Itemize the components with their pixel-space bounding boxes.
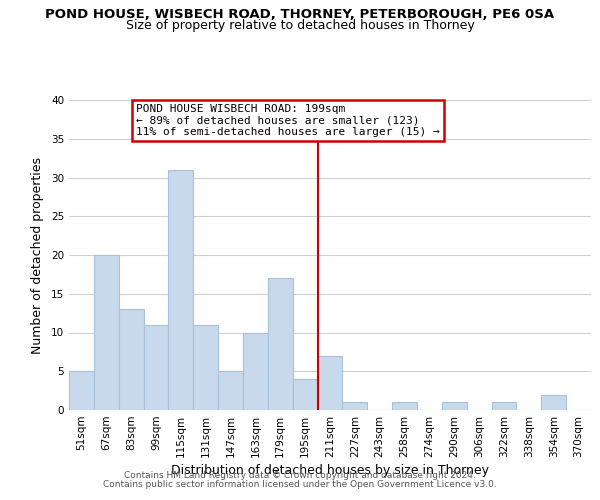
Bar: [317, 356, 343, 410]
Bar: [293, 379, 317, 410]
Bar: [541, 394, 566, 410]
Bar: [69, 371, 94, 410]
Bar: [243, 332, 268, 410]
Text: Contains public sector information licensed under the Open Government Licence v3: Contains public sector information licen…: [103, 480, 497, 489]
Text: POND HOUSE, WISBECH ROAD, THORNEY, PETERBOROUGH, PE6 0SA: POND HOUSE, WISBECH ROAD, THORNEY, PETER…: [46, 8, 554, 20]
Bar: [94, 255, 119, 410]
Bar: [442, 402, 467, 410]
Text: Contains HM Land Registry data © Crown copyright and database right 2024.: Contains HM Land Registry data © Crown c…: [124, 471, 476, 480]
Bar: [268, 278, 293, 410]
Bar: [169, 170, 193, 410]
Text: Size of property relative to detached houses in Thorney: Size of property relative to detached ho…: [125, 19, 475, 32]
Bar: [143, 325, 169, 410]
Bar: [193, 325, 218, 410]
Bar: [218, 371, 243, 410]
X-axis label: Distribution of detached houses by size in Thorney: Distribution of detached houses by size …: [171, 464, 489, 477]
Bar: [392, 402, 417, 410]
Y-axis label: Number of detached properties: Number of detached properties: [31, 156, 44, 354]
Text: POND HOUSE WISBECH ROAD: 199sqm
← 89% of detached houses are smaller (123)
11% o: POND HOUSE WISBECH ROAD: 199sqm ← 89% of…: [136, 104, 440, 137]
Bar: [119, 309, 143, 410]
Bar: [491, 402, 517, 410]
Bar: [343, 402, 367, 410]
